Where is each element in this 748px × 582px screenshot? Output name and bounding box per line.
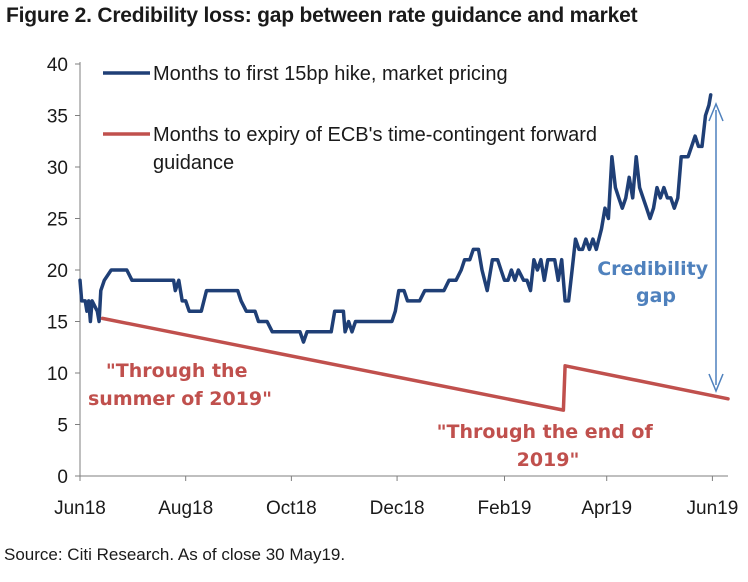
chart-axes (79, 62, 728, 477)
annotation-credibility-gap-line2: gap (636, 285, 676, 307)
y-tick-label: 25 (47, 210, 68, 231)
x-tick-label: Aug18 (158, 498, 213, 519)
series-forward-guidance-line (100, 316, 730, 412)
series-layer (78, 93, 730, 412)
x-axis-ticks: Jun18 Aug18 Oct18 Dec18 Feb19 Apr19 Jun19 (54, 476, 738, 519)
legend-label-guidance-line2: guidance (153, 152, 234, 174)
legend-label-guidance: Months to expiry of ECB's time-contingen… (153, 124, 603, 174)
y-tick-label: 0 (57, 467, 68, 488)
annotation-summer-2019-line2: summer of 2019" (88, 388, 272, 410)
x-tick-label: Oct18 (266, 498, 317, 519)
y-tick-label: 10 (47, 364, 68, 385)
legend-label-market: Months to first 15bp hike, market pricin… (153, 63, 508, 85)
x-tick-label: Jun19 (687, 498, 739, 519)
y-tick-label: 15 (47, 313, 68, 334)
y-tick-label: 40 (47, 55, 68, 76)
y-tick-label: 20 (47, 261, 68, 282)
x-tick-label: Feb19 (478, 498, 532, 519)
series-market-pricing-line (78, 93, 713, 344)
y-tick-label: 35 (47, 107, 68, 128)
x-tick-label: Jun18 (54, 498, 106, 519)
source-note: Source: Citi Research. As of close 30 Ma… (4, 545, 346, 564)
annotation-credibility-gap-line1: Credibility (597, 258, 709, 280)
y-axis-ticks: 0 5 10 15 20 25 30 35 40 (47, 55, 80, 488)
legend-label-guidance-line1: Months to expiry of ECB's time-contingen… (153, 124, 597, 146)
legend: Months to first 15bp hike, market pricin… (103, 63, 603, 174)
annotation-credibility-gap: Credibility gap (597, 258, 715, 307)
chart-title: Figure 2. Credibility loss: gap between … (6, 4, 638, 27)
annotation-end-2019-line2: 2019" (517, 449, 580, 471)
annotation-summer-2019-line1: "Through the (106, 360, 248, 382)
x-tick-label: Dec18 (370, 498, 425, 519)
annotation-end-2019-line1: "Through the end of (437, 421, 654, 443)
annotation-end-2019: "Through the end of 2019" (437, 421, 660, 471)
y-tick-label: 30 (47, 158, 68, 179)
credibility-gap-arrow (708, 102, 724, 393)
annotations: "Through the summer of 2019" "Through th… (88, 102, 724, 471)
y-tick-label: 5 (57, 416, 68, 437)
x-tick-label: Apr19 (581, 498, 632, 519)
annotation-summer-2019: "Through the summer of 2019" (88, 360, 272, 410)
